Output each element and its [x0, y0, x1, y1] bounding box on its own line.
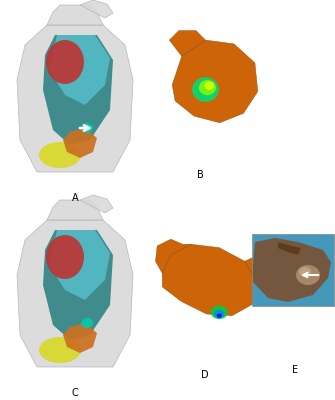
Polygon shape [80, 195, 113, 213]
Polygon shape [49, 35, 110, 105]
Polygon shape [80, 0, 113, 18]
Text: A: A [72, 193, 78, 203]
Polygon shape [278, 242, 301, 255]
Polygon shape [63, 323, 97, 353]
Ellipse shape [81, 318, 93, 328]
Polygon shape [43, 35, 113, 145]
Polygon shape [49, 230, 110, 300]
Polygon shape [47, 200, 103, 220]
Text: D: D [201, 370, 209, 380]
Ellipse shape [81, 123, 93, 133]
Polygon shape [245, 254, 264, 282]
Ellipse shape [296, 265, 320, 285]
Polygon shape [63, 128, 97, 158]
Ellipse shape [192, 77, 219, 102]
Polygon shape [253, 238, 331, 302]
Ellipse shape [46, 40, 84, 84]
Ellipse shape [39, 142, 81, 168]
Text: C: C [72, 388, 78, 398]
Text: B: B [197, 170, 203, 180]
Ellipse shape [214, 310, 224, 318]
Polygon shape [47, 5, 103, 25]
Polygon shape [172, 40, 258, 123]
Ellipse shape [299, 267, 311, 277]
Polygon shape [162, 244, 258, 316]
Ellipse shape [211, 306, 228, 319]
Ellipse shape [217, 314, 222, 318]
Polygon shape [17, 220, 133, 367]
Ellipse shape [199, 80, 216, 95]
Ellipse shape [46, 235, 84, 279]
Ellipse shape [39, 337, 81, 363]
Polygon shape [43, 230, 113, 340]
Polygon shape [17, 25, 133, 172]
Polygon shape [155, 239, 191, 273]
Text: E: E [292, 365, 298, 375]
Ellipse shape [205, 82, 214, 90]
Polygon shape [170, 31, 205, 56]
Bar [252, 234, 334, 306]
